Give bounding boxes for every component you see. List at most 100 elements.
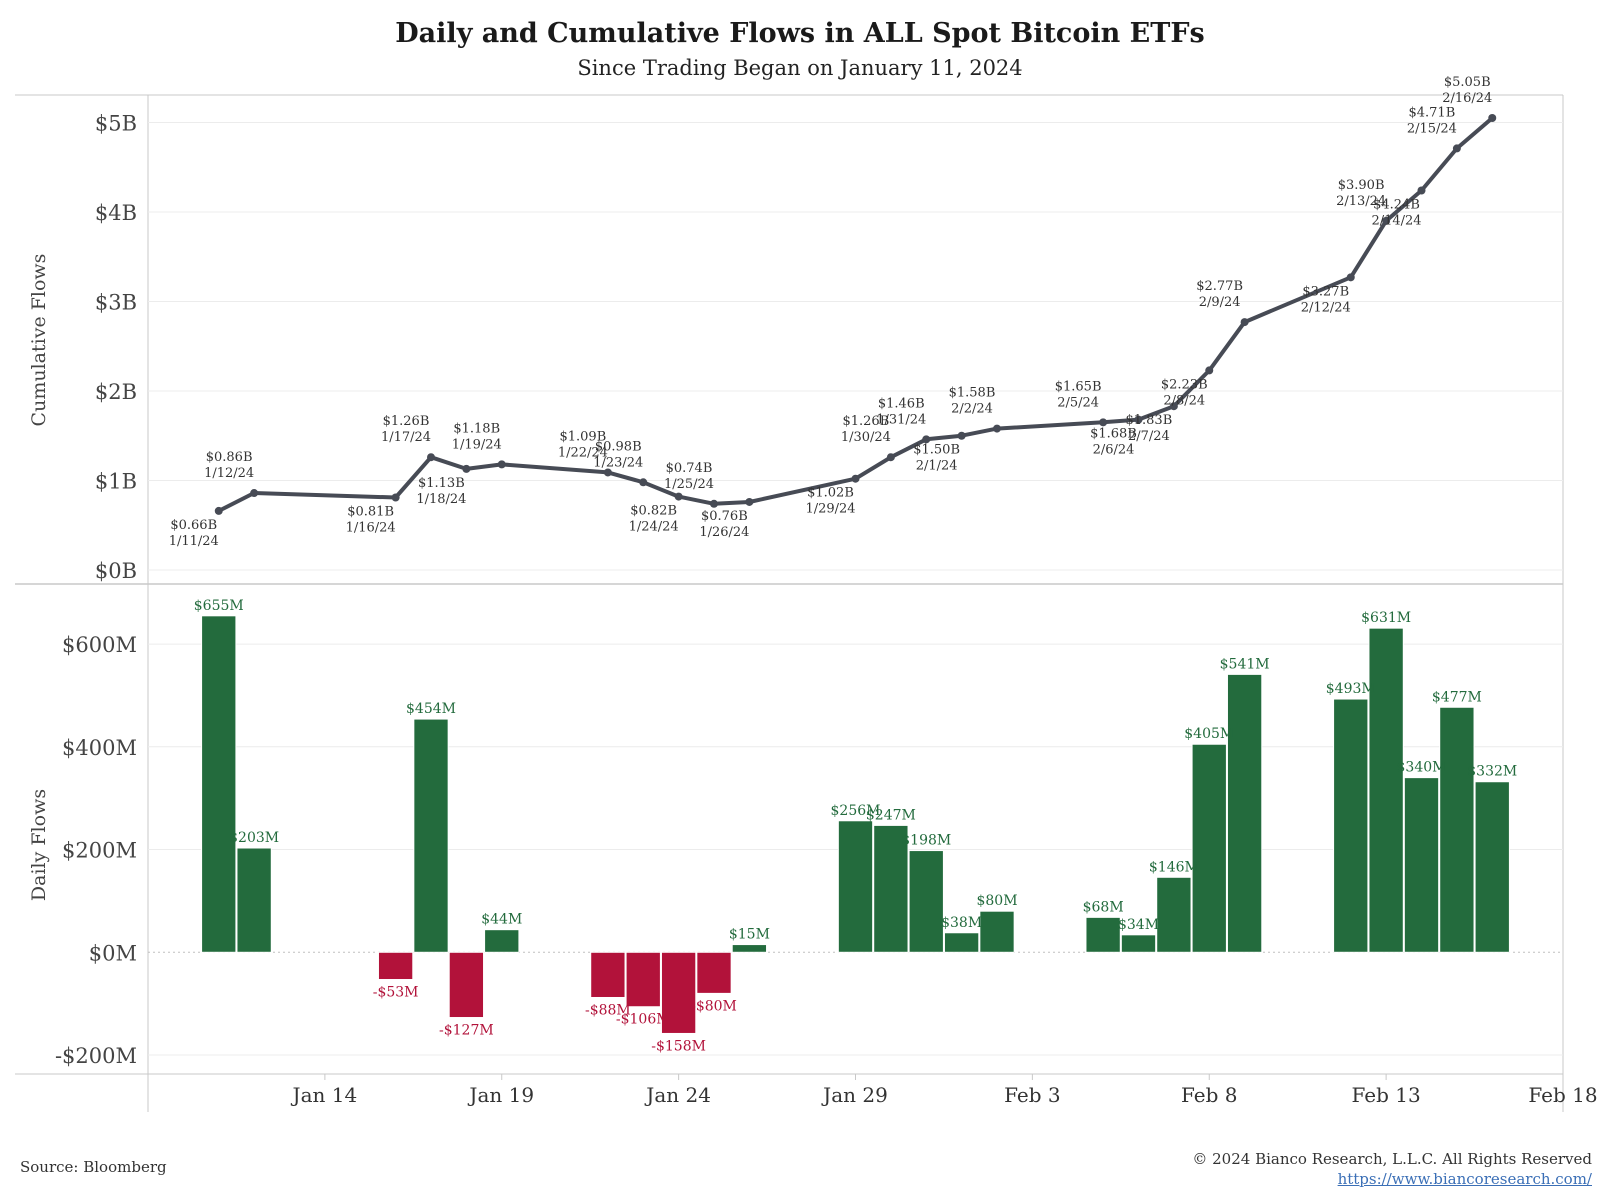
cumulative-point (214, 506, 223, 515)
daily-bar (979, 910, 1015, 953)
cumulative-date-label: 2/6/24 (1093, 443, 1135, 458)
cumulative-date-label: 2/8/24 (1163, 393, 1205, 408)
cumulative-y-tick-label: $1B (95, 469, 137, 493)
cumulative-date-label: 2/14/24 (1371, 213, 1421, 228)
cumulative-y-tick-label: $4B (95, 201, 137, 225)
daily-bar-label: -$53M (373, 985, 419, 1001)
cumulative-value-label: $4.24B (1373, 197, 1420, 212)
daily-y-axis-label: Daily Flows (28, 789, 50, 901)
daily-bar (837, 820, 874, 953)
daily-bar (1085, 916, 1121, 953)
cumulative-date-label: 2/1/24 (916, 459, 958, 474)
cumulative-value-label: $1.58B (949, 386, 996, 401)
x-axis-ticks: Jan 14 Jan 19 Jan 24 Jan 29 Feb 3 Feb 8 Feb 13… (291, 1074, 1598, 1107)
daily-bar (660, 951, 697, 1034)
cumulative-point (427, 453, 435, 462)
daily-bar (1156, 876, 1192, 953)
cumulative-date-label: 1/12/24 (204, 466, 254, 481)
cumulative-point (1240, 318, 1249, 327)
cumulative-value-label: $0.81B (347, 505, 394, 520)
cumulative-point (1488, 114, 1497, 122)
cumulative-value-label: $1.26B (383, 414, 430, 429)
cumulative-point (957, 431, 966, 440)
cumulative-date-label: 1/22/24 (558, 445, 608, 460)
daily-y-tick-label: $0M (89, 941, 137, 965)
daily-bar (625, 951, 661, 1008)
daily-bars (201, 615, 1510, 1034)
cumulative-point (462, 464, 471, 473)
daily-bar (943, 932, 980, 953)
cumulative-value-label: $1.65B (1055, 379, 1102, 394)
cumulative-point (886, 453, 895, 462)
daily-bar-label: $34M (1118, 917, 1159, 933)
daily-y-tick-label: -$200M (55, 1044, 137, 1068)
daily-bar (484, 929, 520, 953)
cumulative-date-label: 2/15/24 (1407, 121, 1457, 136)
daily-bar-label: -$80M (691, 998, 737, 1014)
cumulative-y-tick-label: $0B (95, 559, 137, 583)
cumulative-point (745, 497, 754, 506)
cumulative-date-label: 2/16/24 (1442, 91, 1492, 106)
cumulative-point (1346, 273, 1355, 282)
cumulative-date-label: 1/26/24 (699, 525, 749, 540)
copyright-note: © 2024 Bianco Research, L.L.C. All Right… (1192, 1150, 1592, 1168)
daily-bar (590, 951, 626, 998)
cumulative-date-label: 1/19/24 (452, 437, 502, 452)
cumulative-y-ticks: $0B $1B $2B $3B $4B $5B (95, 111, 137, 583)
daily-bar (1368, 627, 1404, 953)
cumulative-point (710, 499, 718, 508)
daily-y-tick-label: $200M (62, 839, 137, 863)
cumulative-line-group (217, 116, 1494, 513)
daily-bar-label: $44M (481, 912, 522, 928)
daily-bar-label: $38M (941, 915, 982, 931)
chart-subtitle: Since Trading Began on January 11, 2024 (577, 56, 1023, 80)
daily-bar (377, 951, 414, 981)
website-link[interactable]: https://www.biancoresearch.com/ (1337, 1170, 1592, 1188)
cumulative-value-label: $0.82B (630, 504, 677, 519)
cumulative-points (214, 114, 1497, 515)
daily-bar-label: $541M (1220, 656, 1270, 672)
cumulative-point (674, 492, 683, 501)
cumulative-value-label: $2.23B (1161, 377, 1208, 392)
daily-bar (696, 951, 732, 994)
cumulative-date-label: 1/11/24 (169, 534, 219, 549)
daily-bar-label: $454M (406, 701, 456, 717)
x-tick-label: Jan 19 (467, 1083, 534, 1107)
cumulative-value-label: $1.09B (559, 429, 606, 444)
daily-bar-label: $146M (1149, 859, 1199, 875)
x-tick-label: Feb 18 (1528, 1083, 1597, 1107)
daily-bar (1474, 781, 1510, 953)
cumulative-date-label: 2/2/24 (951, 402, 993, 417)
chart-frame (15, 94, 1564, 1112)
cumulative-y-tick-label: $3B (95, 290, 137, 314)
cumulative-value-label: $1.50B (913, 443, 960, 458)
daily-bar-label: $405M (1184, 726, 1234, 742)
cumulative-value-label: $0.98B (595, 439, 642, 454)
daily-bar-label: -$127M (439, 1023, 494, 1039)
daily-bar (1191, 743, 1227, 953)
cumulative-date-label: 1/16/24 (346, 521, 396, 536)
daily-bar (236, 847, 272, 953)
daily-bar-label: $256M (831, 803, 881, 819)
daily-bar-label: -$88M (585, 1002, 631, 1018)
daily-bar-label: $15M (729, 927, 770, 943)
x-tick-label: Feb 3 (1004, 1083, 1061, 1107)
cumulative-value-label: $1.13B (418, 476, 465, 491)
source-note: Source: Bloomberg (20, 1158, 167, 1176)
cumulative-value-label: $3.27B (1302, 284, 1349, 299)
cumulative-point (391, 493, 400, 502)
daily-bar (1403, 777, 1440, 953)
daily-bar-label: $198M (901, 833, 951, 849)
daily-bar-label: $655M (194, 598, 244, 614)
cumulative-point (922, 435, 931, 444)
cumulative-point (1452, 144, 1461, 153)
daily-bar (1333, 698, 1369, 953)
daily-bar-label: $493M (1326, 681, 1376, 697)
cumulative-value-label: $1.68B (1090, 427, 1137, 442)
cumulative-point (1099, 418, 1108, 427)
cumulative-date-label: 2/9/24 (1199, 295, 1241, 310)
cumulative-value-label: $1.26B (842, 414, 889, 429)
daily-bar (448, 951, 485, 1019)
cumulative-point (1205, 366, 1214, 375)
